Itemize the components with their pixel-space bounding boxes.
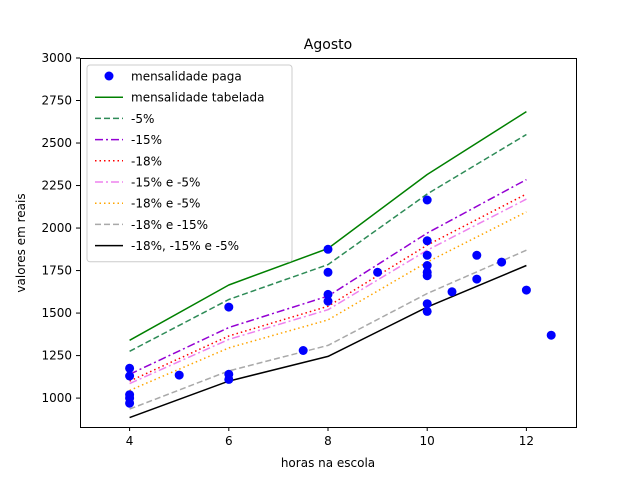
data-point-10	[323, 244, 333, 254]
legend-box	[86, 64, 293, 263]
x-tick-label-12: 12	[519, 434, 534, 448]
legend-label-2: -5%	[131, 112, 154, 126]
data-point-26	[497, 257, 507, 267]
legend-label-4: -18%	[131, 154, 162, 168]
data-point-5	[174, 370, 184, 380]
legend-marker-0	[104, 71, 114, 81]
data-point-28	[546, 330, 556, 340]
data-point-20	[422, 271, 432, 281]
legend-label-5: -15% e -5%	[131, 176, 200, 190]
x-axis-label: horas na escola	[281, 456, 375, 470]
data-point-17	[422, 250, 432, 260]
scatter-points-group	[125, 195, 556, 408]
y-tick-label-3000: 3000	[41, 51, 72, 65]
legend-label-3: -15%	[131, 133, 162, 147]
y-tick-label-1500: 1500	[41, 306, 72, 320]
data-point-16	[422, 236, 432, 246]
legend-label-7: -18% e -15%	[131, 218, 208, 232]
series-line-1	[129, 133, 527, 352]
data-point-25	[472, 274, 482, 284]
y-tick-label-2250: 2250	[41, 179, 72, 193]
x-tick-label-6: 6	[225, 434, 233, 448]
data-point-14	[373, 267, 383, 277]
data-point-12	[323, 289, 333, 299]
data-point-4	[125, 398, 135, 408]
legend-label-8: -18%, -15% e -5%	[131, 239, 239, 253]
legend-label-6: -18% e -5%	[131, 197, 200, 211]
x-tick-label-4: 4	[126, 434, 134, 448]
y-tick-label-2750: 2750	[41, 94, 72, 108]
y-axis-ticks: 1000 1250 1500 1750 2000 2250 2500 2750 3000	[41, 51, 80, 405]
data-point-8	[224, 374, 234, 384]
data-point-22	[422, 306, 432, 316]
plot-series-group	[129, 110, 527, 419]
legend: mensalidade paga mensalidade tabelada -5% -…	[86, 64, 293, 263]
chart-title: Agosto	[304, 37, 352, 53]
data-point-15	[422, 195, 432, 205]
data-point-6	[224, 302, 234, 312]
data-point-24	[472, 250, 482, 260]
data-point-0	[125, 363, 135, 373]
data-point-21	[422, 299, 432, 309]
data-point-23	[447, 287, 457, 297]
legend-label-1: mensalidade tabelada	[131, 91, 264, 105]
y-tick-label-1250: 1250	[41, 349, 72, 363]
series-line-3	[129, 193, 527, 382]
x-axis-ticks: 4 6 8 10 12	[126, 427, 534, 448]
series-line-4	[129, 198, 527, 385]
data-point-1	[125, 371, 135, 381]
x-tick-label-8: 8	[324, 434, 332, 448]
series-line-7	[129, 264, 527, 419]
series-line-6	[129, 249, 527, 410]
y-tick-label-1000: 1000	[41, 391, 72, 405]
y-tick-label-2000: 2000	[41, 221, 72, 235]
legend-label-0: mensalidade paga	[131, 70, 242, 84]
data-point-27	[521, 285, 531, 295]
data-point-18	[422, 261, 432, 270]
data-point-11	[323, 267, 333, 277]
y-tick-label-1750: 1750	[41, 264, 72, 278]
y-tick-label-2500: 2500	[41, 136, 72, 150]
x-tick-label-10: 10	[420, 434, 435, 448]
data-point-13	[323, 296, 333, 306]
y-axis-label: valores em reais	[14, 193, 28, 292]
data-point-9	[298, 346, 308, 355]
